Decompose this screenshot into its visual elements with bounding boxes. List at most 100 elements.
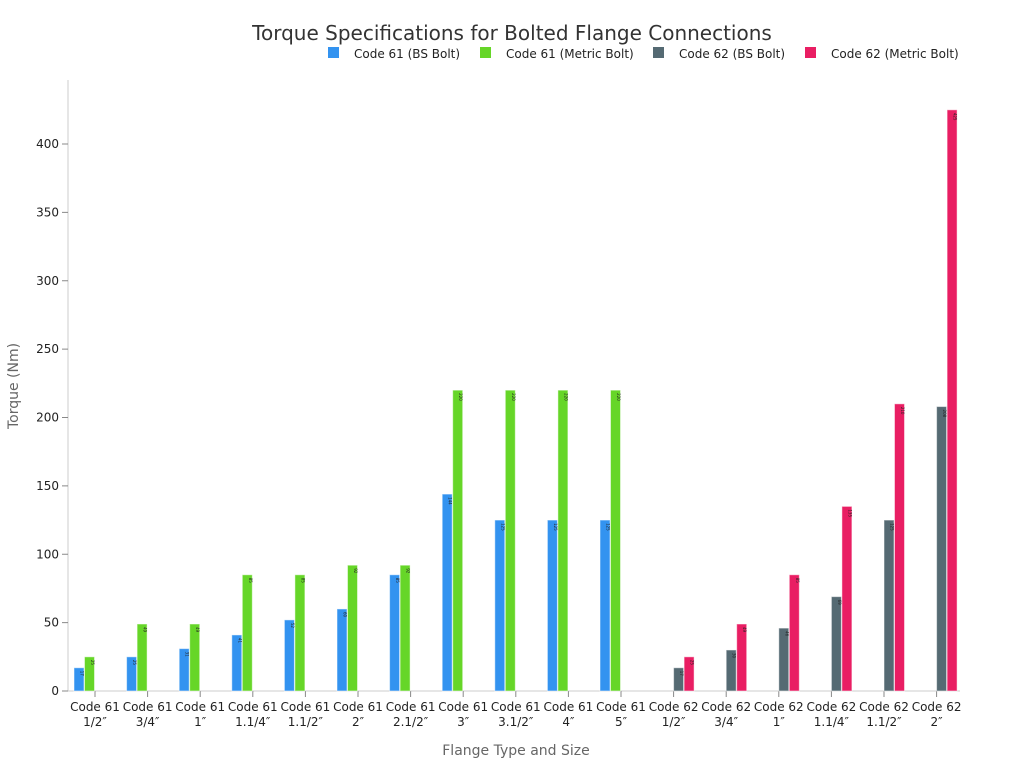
data-label: 41 (237, 638, 242, 644)
y-tick-label: 200 (36, 411, 59, 425)
y-tick-label: 400 (36, 137, 59, 151)
data-label: 220 (563, 393, 568, 401)
bar[interactable] (683, 656, 695, 692)
legend-label: Code 61 (Metric Bolt) (506, 47, 634, 61)
x-tick-label: Code 62 1.1/4″ (806, 700, 856, 729)
legend-swatch (328, 47, 339, 58)
data-label: 30 (732, 653, 737, 659)
x-tick-label: Code 61 5″ (596, 700, 646, 729)
legend-swatch (805, 47, 816, 58)
x-tick-label: Code 61 3/4″ (123, 700, 173, 729)
data-label: 125 (553, 523, 558, 531)
data-label: 31 (185, 652, 190, 658)
bar[interactable] (347, 564, 358, 692)
data-label: 85 (795, 578, 800, 584)
x-axis-label: Flange Type and Size (442, 743, 589, 759)
bar[interactable] (936, 406, 948, 692)
data-label: 85 (248, 578, 253, 584)
x-tick-label: Code 61 2.1/2″ (386, 700, 436, 729)
data-label: 425 (953, 113, 958, 121)
y-axis-label: Torque (Nm) (6, 343, 22, 430)
bar[interactable] (283, 619, 295, 692)
data-label: 25 (90, 660, 95, 666)
x-tick-label: Code 62 3/4″ (701, 700, 751, 729)
y-tick-label: 350 (36, 205, 59, 219)
x-tick-label: Code 61 2″ (333, 700, 383, 729)
bar[interactable] (84, 656, 95, 692)
legend-swatch (480, 47, 491, 58)
data-label: 49 (195, 627, 200, 633)
y-tick-label: 50 (44, 616, 59, 630)
bar[interactable] (494, 519, 506, 692)
bar[interactable] (336, 608, 348, 692)
bar[interactable] (294, 574, 306, 692)
x-tick-label: Code 62 1/2″ (649, 700, 699, 729)
bar[interactable] (736, 623, 748, 692)
bar[interactable] (389, 574, 401, 692)
x-tick-label: Code 62 1″ (754, 700, 804, 729)
data-label: 17 (80, 671, 85, 677)
bar[interactable] (610, 389, 621, 692)
bar[interactable] (830, 596, 842, 692)
x-tick-label: Code 62 1.1/2″ (859, 700, 909, 729)
data-label: 125 (890, 523, 895, 531)
data-label: 25 (690, 660, 695, 666)
data-label: 208 (942, 410, 947, 418)
bar[interactable] (894, 403, 905, 692)
chart-title: Torque Specifications for Bolted Flange … (251, 21, 772, 45)
data-label: 220 (458, 393, 463, 401)
data-label: 49 (143, 627, 148, 633)
x-tick-label: Code 61 1.1/2″ (280, 700, 330, 729)
data-label: 220 (616, 393, 621, 401)
x-tick-label: Code 61 1.1/4″ (228, 700, 278, 729)
data-label: 60 (343, 612, 348, 618)
bar[interactable] (441, 493, 453, 692)
data-label: 85 (300, 578, 305, 584)
x-tick-label: Code 62 2″ (912, 700, 962, 729)
legend-label: Code 62 (BS Bolt) (679, 47, 785, 61)
data-label: 125 (500, 523, 505, 531)
data-label: 69 (837, 600, 842, 606)
data-label: 49 (742, 627, 747, 633)
data-label: 85 (395, 578, 400, 584)
data-label: 210 (900, 407, 905, 415)
y-tick-label: 250 (36, 342, 59, 356)
legend-swatch (653, 47, 664, 58)
bar[interactable] (946, 109, 958, 692)
x-tick-label: Code 61 1″ (175, 700, 225, 729)
bar[interactable] (136, 623, 148, 692)
bar[interactable] (788, 574, 800, 692)
data-label: 46 (784, 631, 789, 637)
legend-label: Code 62 (Metric Bolt) (831, 47, 959, 61)
bar[interactable] (841, 505, 853, 692)
x-tick-label: Code 61 3″ (438, 700, 488, 729)
x-tick-label: Code 61 4″ (543, 700, 593, 729)
y-tick-label: 150 (36, 479, 59, 493)
bar[interactable] (241, 574, 253, 692)
bar[interactable] (452, 389, 464, 692)
bar[interactable] (189, 623, 201, 692)
data-label: 25 (132, 660, 137, 666)
x-tick-label: Code 61 3.1/2″ (491, 700, 541, 729)
bar[interactable] (883, 519, 895, 692)
bar[interactable] (231, 634, 243, 692)
bar[interactable] (557, 389, 569, 692)
data-label: 135 (847, 509, 852, 517)
data-label: 92 (406, 568, 411, 574)
bar[interactable] (504, 389, 516, 692)
data-label: 52 (290, 623, 295, 629)
y-tick-label: 300 (36, 274, 59, 288)
bar[interactable] (399, 564, 411, 692)
data-label: 92 (353, 568, 358, 574)
data-label: 144 (448, 497, 453, 505)
data-label: 125 (606, 523, 611, 531)
data-label: 17 (679, 671, 684, 677)
bar[interactable] (778, 627, 790, 692)
x-tick-label: Code 61 1/2″ (70, 700, 120, 729)
bar[interactable] (599, 519, 611, 692)
legend-label: Code 61 (BS Bolt) (354, 47, 460, 61)
y-tick-label: 0 (51, 684, 59, 698)
y-tick-label: 100 (36, 547, 59, 561)
bar[interactable] (546, 519, 558, 692)
